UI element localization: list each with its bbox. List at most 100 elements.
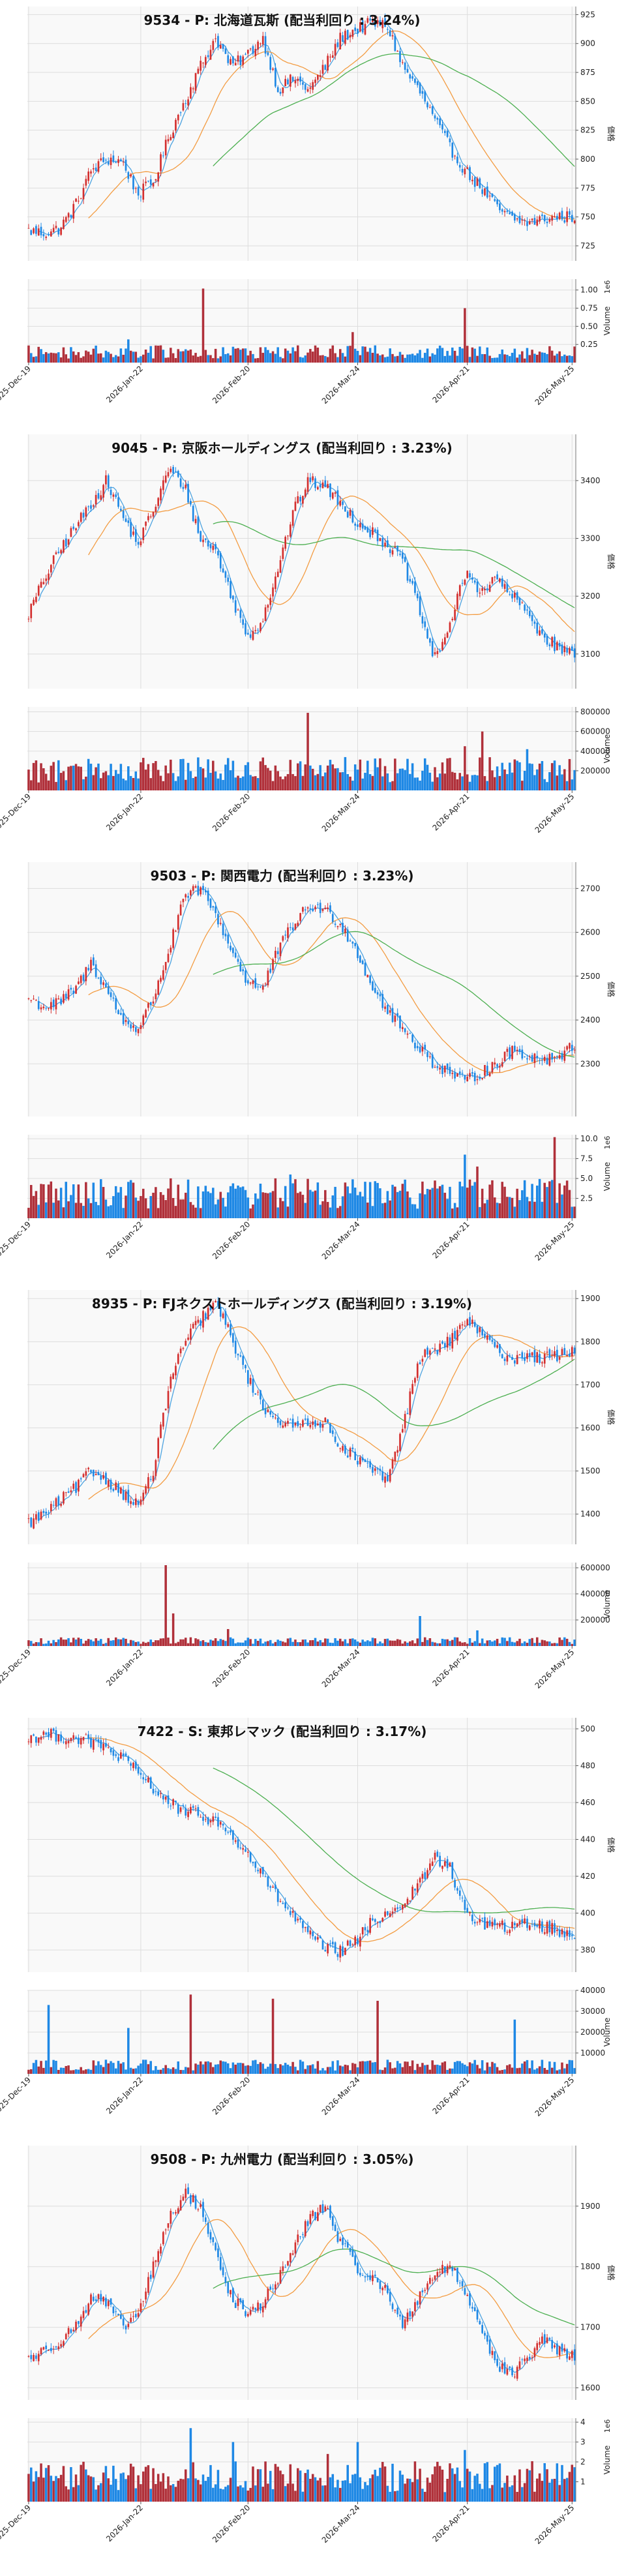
volume-bar (276, 2068, 279, 2074)
candle-body (359, 955, 361, 963)
volume-bar (261, 1643, 265, 1646)
candle-body (140, 541, 142, 546)
candle-body (78, 1737, 80, 1745)
candle-body (35, 1514, 37, 1520)
volume-bar (456, 2467, 459, 2502)
volume-bar (95, 2489, 97, 2502)
candle-body (334, 492, 336, 494)
volume-bar (244, 1640, 247, 1646)
volume-bar (338, 1638, 342, 1646)
volume-bar (44, 2060, 48, 2074)
candle-body (426, 1052, 428, 1057)
volume-bar (411, 1640, 414, 1646)
volume-bar (216, 1641, 220, 1646)
candle-body (212, 2237, 215, 2243)
volume-bar (182, 1639, 185, 1646)
candle-body (275, 1885, 276, 1889)
ma-mid-line (88, 1326, 575, 1500)
candle-body (431, 106, 434, 114)
candle-body (506, 584, 509, 593)
candle-body (217, 1817, 219, 1827)
candle-body (496, 1345, 498, 1348)
volume-bar (229, 2478, 232, 2502)
volume-bar (234, 2064, 237, 2074)
candle-body (209, 2232, 212, 2240)
candle-body (381, 2287, 384, 2290)
volume-bar (344, 756, 347, 790)
candle-body (466, 1908, 469, 1913)
candle-body (90, 171, 92, 174)
volume-bar (89, 764, 93, 790)
candle-body (97, 1739, 100, 1743)
price-tick-label: 3100 (580, 650, 601, 659)
candle-body (561, 1053, 563, 1060)
candle-body (192, 88, 194, 89)
price-tick-label: 420 (580, 1872, 595, 1881)
candle-body (170, 468, 172, 472)
volume-bar (386, 2485, 389, 2502)
candle-body (287, 79, 289, 85)
candle-body (291, 1911, 294, 1913)
volume-bar (85, 776, 87, 790)
candle-body (249, 48, 252, 50)
volume-bar (237, 2063, 239, 2074)
volume-bar (561, 356, 563, 363)
volume-bar (27, 1640, 30, 1646)
candle-body (35, 597, 37, 603)
candle-body (411, 1887, 413, 1900)
candle-body (102, 485, 104, 498)
candle-body (334, 44, 336, 56)
candle-body (434, 1852, 436, 1860)
candle-body (421, 2290, 424, 2292)
candle-body (80, 198, 82, 200)
volume-bar (114, 1186, 117, 1218)
volume-bar (301, 357, 305, 363)
volume-bar (374, 2061, 377, 2074)
candle-body (227, 55, 230, 63)
volume-bar (381, 776, 384, 790)
volume-bar (423, 758, 426, 790)
volume-bar (394, 2067, 396, 2074)
candle-body (327, 484, 329, 488)
candle-body (85, 2310, 87, 2313)
candle-body (85, 179, 87, 186)
candle-body (194, 518, 197, 524)
candle-body (441, 2264, 443, 2274)
candle-body (451, 142, 454, 158)
candle-body (200, 1817, 202, 1818)
candle-body (127, 1756, 130, 1761)
candle-body (125, 1020, 127, 1023)
volume-bar (57, 1200, 60, 1218)
volume-bar (299, 761, 302, 790)
volume-bar (531, 1184, 533, 1218)
candle-body (317, 2212, 319, 2221)
candle-body (484, 1334, 486, 1338)
volume-bar (222, 779, 224, 790)
volume-bar (50, 1643, 53, 1646)
candle-body (312, 1421, 314, 1425)
volume-bar (127, 1643, 130, 1646)
candle-body (484, 1065, 486, 1076)
volume-bar (194, 1638, 197, 1646)
candle-body (554, 637, 556, 651)
volume-bar (55, 782, 57, 790)
volume-bar (70, 1195, 72, 1218)
volume-bar (431, 2060, 434, 2074)
candle-body (434, 652, 436, 655)
candle-body (539, 1060, 541, 1061)
volume-bar (523, 2061, 526, 2074)
volume-bar (319, 1205, 321, 1218)
volume-bar (573, 2068, 576, 2074)
volume-bar (67, 358, 70, 363)
candle-body (149, 1002, 152, 1006)
volume-bar (234, 2461, 237, 2502)
candle-body (494, 199, 496, 202)
volume-bar (82, 1643, 85, 1646)
volume-bar (137, 1201, 140, 1218)
volume-bar (411, 2482, 414, 2502)
volume-bar (92, 1641, 95, 1646)
candle-body (289, 74, 291, 87)
candle-body (254, 978, 257, 988)
volume-exponent-label: 1e6 (603, 280, 612, 294)
volume-bar (171, 773, 175, 790)
